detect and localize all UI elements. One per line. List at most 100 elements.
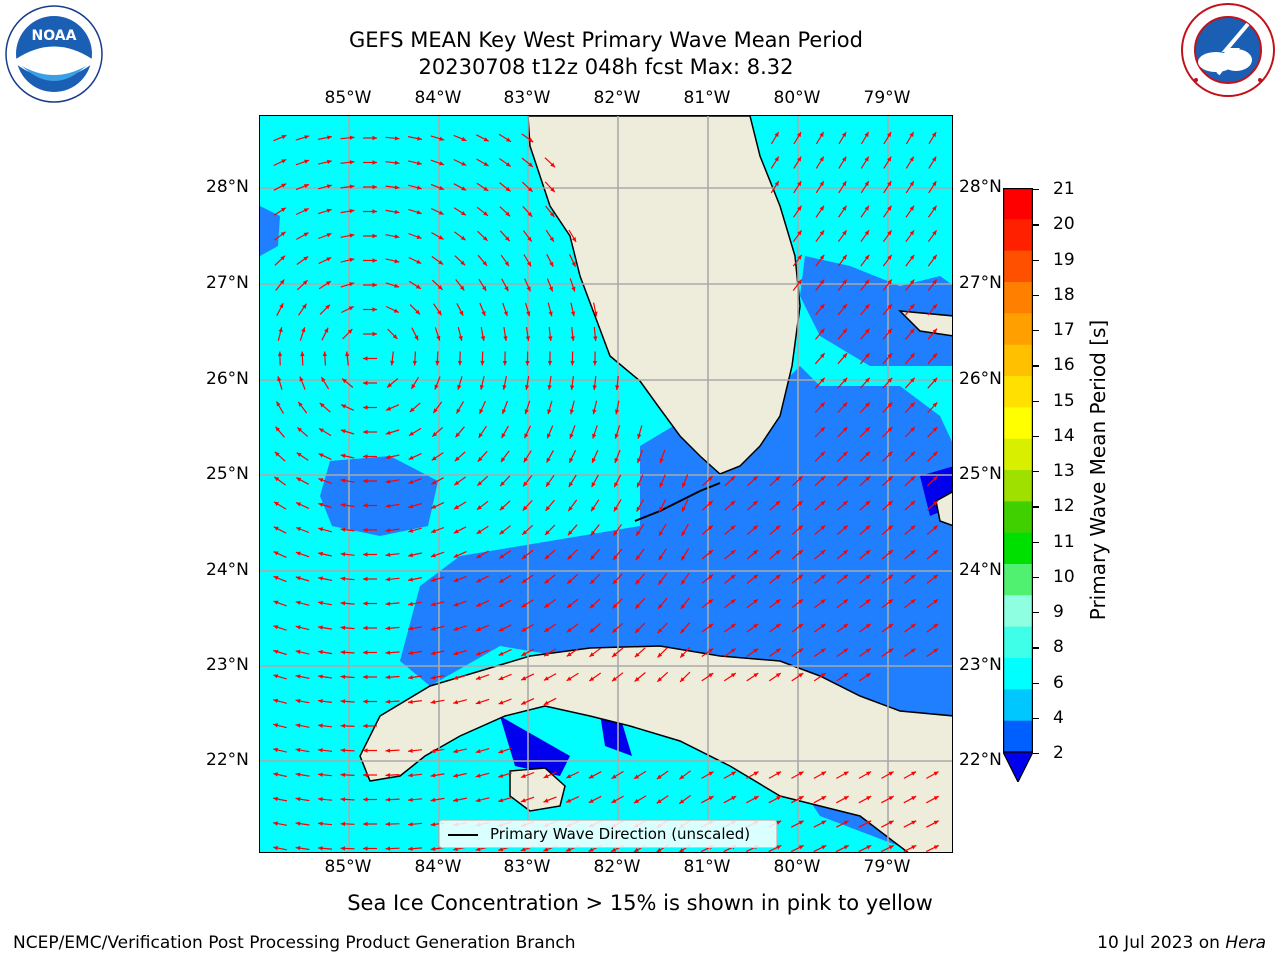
wave-arrow: [295, 649, 310, 655]
wave-arrow: [318, 427, 332, 437]
wave-arrow: [881, 771, 894, 779]
wave-arrow: [928, 180, 937, 194]
colorbar-tick-label: 13: [1053, 461, 1075, 481]
wave-arrow: [769, 549, 781, 560]
wave-arrow: [881, 795, 894, 804]
wave-arrow: [815, 328, 825, 340]
wave-arrow: [544, 574, 556, 584]
wave-arrow: [340, 135, 355, 140]
wave-arrow: [363, 503, 377, 508]
wave-arrow: [881, 623, 894, 633]
wave-arrow: [273, 723, 287, 729]
wave-arrow: [340, 552, 355, 557]
wave-arrow: [340, 527, 355, 532]
legend-label: Primary Wave Direction (unscaled): [490, 825, 751, 843]
wave-arrow: [658, 548, 667, 561]
wave-arrow: [723, 623, 737, 633]
lon-label: 80°W: [773, 857, 821, 877]
wave-arrow: [657, 647, 668, 658]
wave-arrow: [385, 404, 400, 411]
wave-arrow: [385, 773, 400, 778]
wave-arrow: [295, 207, 310, 216]
wave-arrow: [635, 548, 645, 561]
colorbar-tick-label: 19: [1053, 249, 1075, 270]
wave-arrow: [882, 254, 893, 267]
wave-arrow: [363, 380, 377, 386]
wave-arrow: [681, 474, 689, 488]
wave-arrow: [498, 599, 512, 608]
map-panel: Primary Wave Direction (unscaled): [259, 115, 953, 853]
wave-arrow: [593, 302, 598, 317]
wave-arrow: [385, 282, 400, 288]
wave-arrow: [525, 327, 530, 341]
wave-arrow: [611, 672, 624, 682]
colorbar-tick-label: 17: [1053, 320, 1075, 340]
wave-arrow: [475, 797, 490, 803]
wave-arrow: [659, 474, 666, 488]
wave-arrow: [296, 452, 309, 461]
wave-arrow: [295, 159, 310, 166]
wave-arrow: [547, 302, 553, 317]
wave-arrow: [792, 229, 803, 243]
wave-arrow: [904, 574, 916, 584]
wave-arrow: [791, 795, 804, 804]
colorbar-tick-mark: [1033, 435, 1039, 438]
wave-arrow: [882, 303, 893, 316]
wave-arrow: [837, 303, 848, 316]
wave-arrow: [592, 400, 598, 415]
wave-arrow: [453, 748, 467, 754]
wave-arrow: [273, 575, 287, 583]
colorbar-extend-triangle: [1002, 751, 1034, 784]
wave-arrow: [656, 795, 669, 804]
colorbar-tick-label: 11: [1053, 531, 1075, 552]
wave-arrow: [813, 795, 827, 804]
wave-arrow: [520, 698, 535, 705]
wave-arrow: [793, 156, 802, 169]
wave-arrow: [407, 601, 423, 607]
lat-label: 26°N: [959, 369, 1002, 389]
wave-arrow: [882, 401, 893, 414]
wave-arrow: [297, 401, 308, 414]
wave-arrow: [701, 475, 714, 487]
wave-arrow: [926, 475, 939, 487]
wave-arrow: [836, 648, 849, 657]
wave-arrow: [318, 674, 332, 679]
wave-arrow: [545, 205, 555, 218]
wave-arrow: [453, 772, 467, 778]
wave-arrow: [590, 524, 600, 536]
chart-subtitle: 20230708 t12z 048h fcst Max: 8.32: [418, 55, 794, 79]
lat-label: 23°N: [206, 655, 249, 675]
wave-arrow: [881, 648, 894, 657]
wave-arrow: [860, 303, 870, 316]
wave-arrow: [476, 206, 489, 217]
wave-arrow: [768, 672, 782, 682]
wave-arrow: [927, 451, 938, 462]
wave-arrow: [499, 182, 511, 192]
wave-arrow: [635, 573, 645, 585]
wave-arrow: [836, 623, 849, 633]
wave-arrow: [363, 282, 377, 288]
wave-arrow: [273, 747, 287, 753]
wave-arrow: [276, 303, 284, 316]
wave-arrow: [457, 376, 463, 390]
wave-arrow: [905, 303, 915, 316]
wave-arrow: [927, 328, 938, 340]
wave-arrow: [746, 524, 759, 536]
wave-arrow: [547, 376, 552, 390]
credit-date: 10 Jul 2023 on: [1097, 933, 1226, 953]
wave-arrow: [475, 649, 490, 656]
wave-arrow: [430, 183, 445, 191]
wave-arrow: [385, 626, 400, 631]
wave-arrow: [520, 796, 535, 803]
wave-arrow: [277, 327, 283, 341]
wave-arrow: [859, 574, 871, 584]
wave-arrow: [882, 279, 893, 291]
wave-arrow: [611, 770, 624, 780]
wave-arrow: [568, 449, 577, 464]
wave-arrow: [385, 846, 400, 851]
wave-arrow: [882, 451, 893, 462]
wave-arrow: [363, 650, 377, 655]
colorbar-tick-mark: [1033, 189, 1039, 191]
lat-label: 26°N: [206, 369, 249, 389]
wave-arrow: [522, 205, 533, 218]
